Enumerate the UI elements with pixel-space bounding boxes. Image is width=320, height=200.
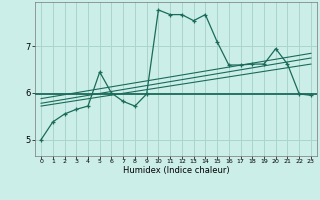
X-axis label: Humidex (Indice chaleur): Humidex (Indice chaleur) bbox=[123, 166, 229, 175]
